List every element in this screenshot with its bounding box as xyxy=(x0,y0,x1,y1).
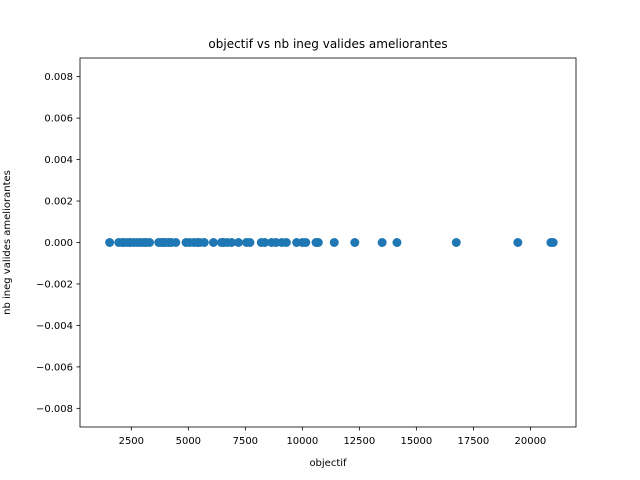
data-point xyxy=(350,238,360,247)
data-points xyxy=(105,238,558,247)
data-point xyxy=(392,238,402,247)
y-axis-label: nb ineg valides ameliorantes xyxy=(2,170,13,315)
data-point xyxy=(451,238,461,247)
x-axis-label: objectif xyxy=(309,458,347,469)
y-tick-label: 0.008 xyxy=(44,72,73,83)
data-point xyxy=(513,238,523,247)
data-point xyxy=(329,238,339,247)
data-point xyxy=(105,238,115,247)
data-point xyxy=(377,238,387,247)
data-point xyxy=(199,238,209,247)
y-tick-label: 0.006 xyxy=(44,114,73,125)
chart-title: objectif vs nb ineg valides ameliorantes xyxy=(208,37,447,51)
x-tick-label: 15000 xyxy=(400,436,432,447)
data-point xyxy=(145,238,155,247)
x-tick-label: 10000 xyxy=(286,436,318,447)
plot-area-frame xyxy=(79,57,577,428)
y-tick-label: −0.006 xyxy=(36,362,73,373)
x-tick-label: 7500 xyxy=(233,436,258,447)
data-point xyxy=(260,238,270,247)
y-tick-label: −0.008 xyxy=(36,404,73,415)
y-tick-label: −0.004 xyxy=(36,321,73,332)
data-point xyxy=(301,238,311,247)
data-point xyxy=(233,238,243,247)
x-axis-ticks: 2500 5000 7500 10000 12500 15000 17500 20000 xyxy=(119,427,546,447)
data-point xyxy=(208,238,218,247)
y-tick-label: 0.002 xyxy=(44,197,73,208)
x-tick-label: 12500 xyxy=(343,436,375,447)
data-point xyxy=(245,238,255,247)
x-tick-label: 5000 xyxy=(176,436,201,447)
data-point xyxy=(227,238,237,247)
data-point xyxy=(171,238,181,247)
x-tick-label: 20000 xyxy=(514,436,546,447)
y-tick-label: 0.000 xyxy=(44,238,73,249)
data-point xyxy=(313,238,323,247)
y-tick-label: 0.004 xyxy=(44,155,73,166)
y-tick-label: −0.002 xyxy=(36,279,73,290)
x-tick-label: 2500 xyxy=(119,436,144,447)
y-axis-ticks: −0.008 −0.006 −0.004 −0.002 0.000 0.002 0.004 0… xyxy=(36,72,80,415)
x-tick-label: 17500 xyxy=(457,436,489,447)
data-point xyxy=(281,238,291,247)
data-point xyxy=(548,238,558,247)
